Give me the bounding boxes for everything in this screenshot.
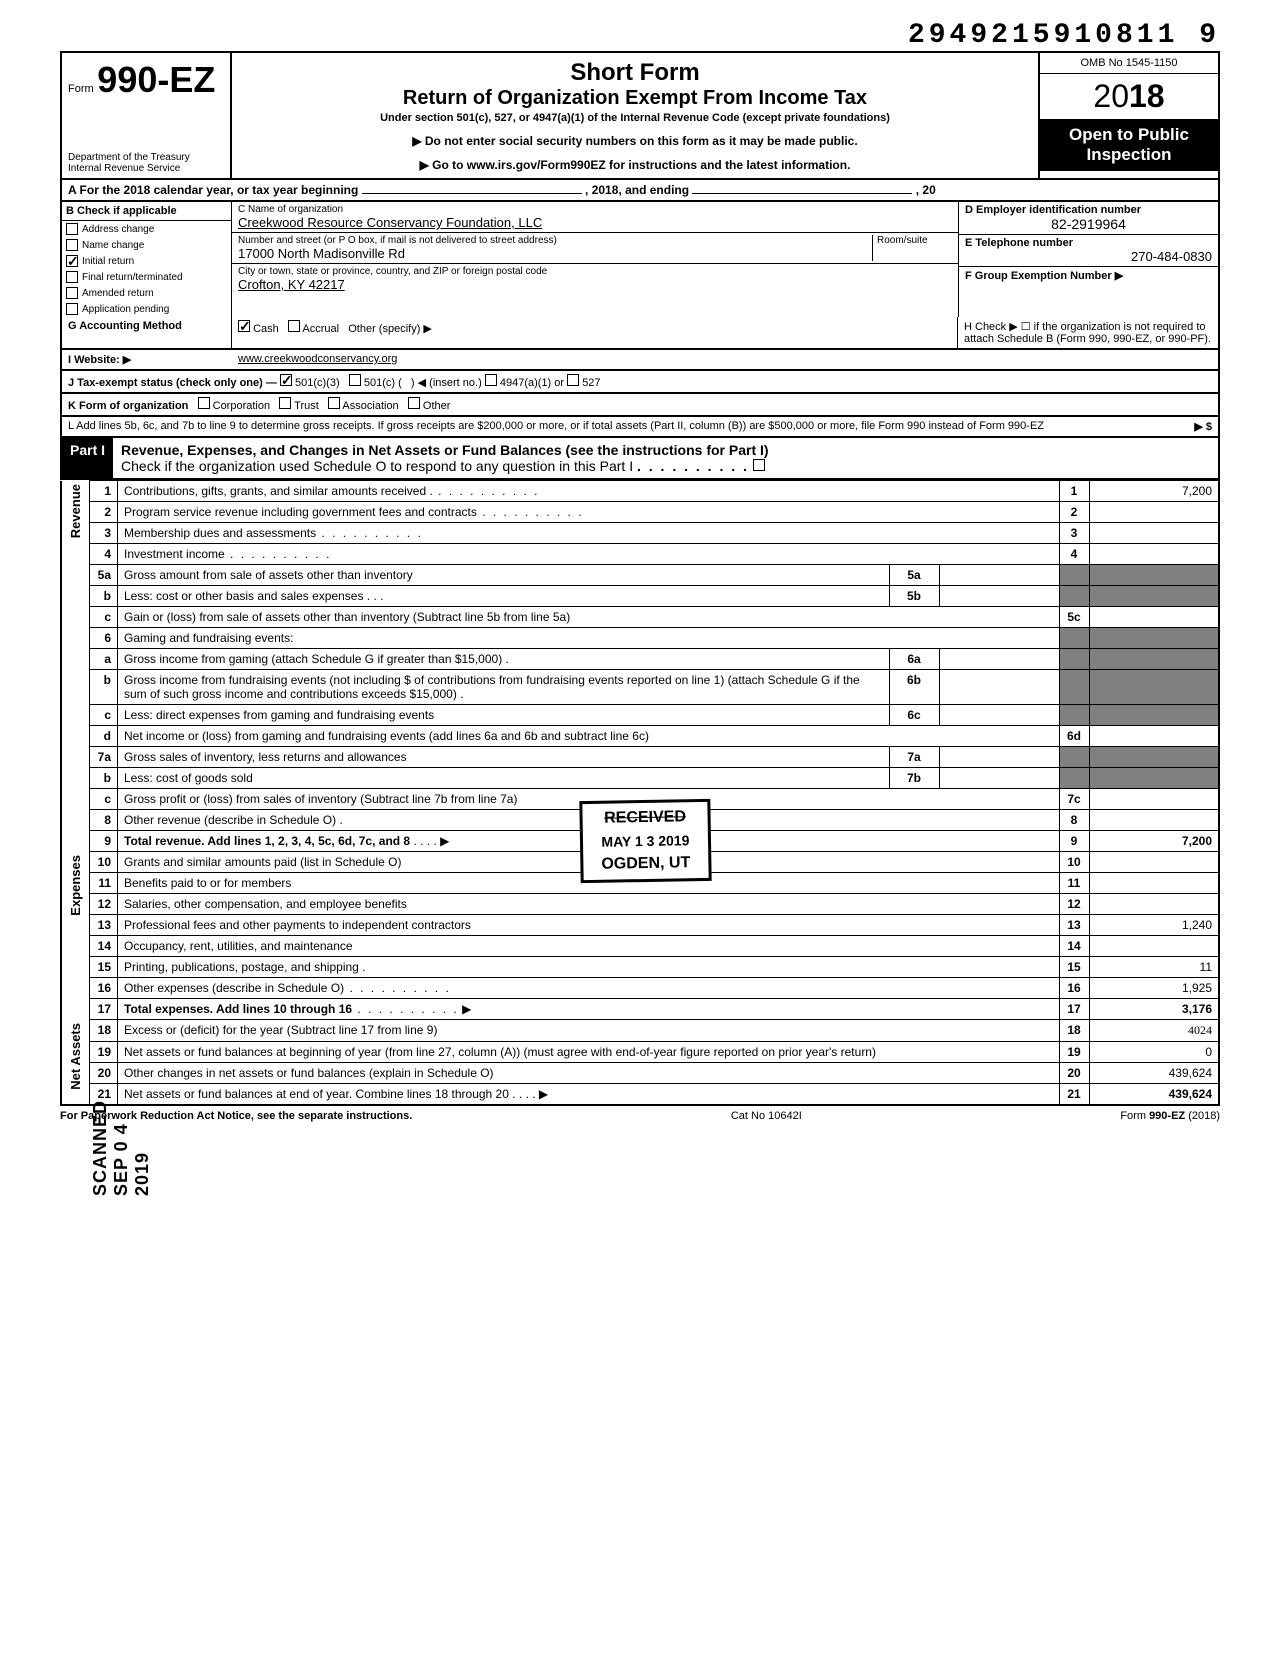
- ein: 82-2919964: [965, 216, 1212, 232]
- return-subtitle: Return of Organization Exempt From Incom…: [238, 87, 1032, 110]
- side-revenue: Revenue: [68, 484, 83, 538]
- side-netassets: Net Assets: [68, 1023, 83, 1090]
- part1-check: Check if the organization used Schedule …: [121, 458, 633, 474]
- lines-table: Revenue 1Contributions, gifts, grants, a…: [60, 480, 1220, 1106]
- short-form-title: Short Form: [238, 59, 1032, 87]
- org-address: 17000 North Madisonville Rd: [238, 246, 872, 261]
- b-opt-pending[interactable]: Application pending: [62, 301, 231, 317]
- row-a-taxyear: A For the 2018 calendar year, or tax yea…: [60, 180, 1220, 202]
- g-cash-check[interactable]: [238, 320, 250, 332]
- i-label: I Website: ▶: [68, 354, 131, 366]
- j-501c3[interactable]: [280, 374, 292, 386]
- entity-info-grid: B Check if applicable Address change Nam…: [60, 202, 1220, 317]
- g-label: G Accounting Method: [68, 320, 182, 332]
- phone: 270-484-0830: [965, 249, 1212, 264]
- k-trust[interactable]: [279, 397, 291, 409]
- h-label: H Check ▶ ☐ if the organization is not r…: [958, 317, 1218, 348]
- form-prefix: Form: [68, 83, 94, 95]
- side-expenses: Expenses: [68, 855, 83, 916]
- scanned-stamp: SCANNED SEP 0 4 2019: [90, 1100, 153, 1196]
- dept-irs: Internal Revenue Service: [68, 163, 190, 174]
- part1-title: Revenue, Expenses, and Changes in Net As…: [121, 442, 769, 458]
- l-text: L Add lines 5b, 6c, and 7b to line 9 to …: [62, 417, 1118, 436]
- dept-treasury: Department of the Treasury: [68, 152, 190, 163]
- b-header: B Check if applicable: [62, 202, 231, 221]
- k-assoc[interactable]: [328, 397, 340, 409]
- b-opt-initial[interactable]: Initial return: [62, 253, 231, 269]
- form-header: Form 990-EZ Department of the Treasury I…: [60, 51, 1220, 180]
- f-label: F Group Exemption Number ▶: [965, 269, 1212, 282]
- city-label: City or town, state or province, country…: [238, 266, 952, 277]
- d-label: D Employer identification number: [965, 204, 1212, 216]
- part1-checkbox[interactable]: [753, 459, 765, 471]
- c-label: C Name of organization: [238, 204, 952, 215]
- b-opt-final[interactable]: Final return/terminated: [62, 269, 231, 285]
- b-opt-name[interactable]: Name change: [62, 237, 231, 253]
- arrow-url: ▶ Go to www.irs.gov/Form990EZ for instru…: [238, 158, 1032, 172]
- j-label: J Tax-exempt status (check only one) —: [68, 377, 277, 389]
- form-number: 990-EZ: [97, 59, 215, 100]
- website: www.creekwoodconservancy.org: [232, 350, 1218, 369]
- room-label: Room/suite: [872, 235, 952, 261]
- b-opt-address[interactable]: Address change: [62, 221, 231, 237]
- j-527[interactable]: [567, 374, 579, 386]
- org-city: Crofton, KY 42217: [238, 277, 952, 292]
- e-label: E Telephone number: [965, 237, 1212, 249]
- arrow-ssn: ▶ Do not enter social security numbers o…: [238, 134, 1032, 148]
- j-501c[interactable]: [349, 374, 361, 386]
- g-accrual-check[interactable]: [288, 320, 300, 332]
- tax-year: 2018: [1040, 74, 1218, 119]
- org-name: Creekwood Resource Conservancy Foundatio…: [238, 215, 952, 230]
- j-4947[interactable]: [485, 374, 497, 386]
- k-corp[interactable]: [198, 397, 210, 409]
- part1-label: Part I: [62, 438, 113, 478]
- under-section: Under section 501(c), 527, or 4947(a)(1)…: [238, 112, 1032, 124]
- b-opt-amended[interactable]: Amended return: [62, 285, 231, 301]
- received-stamp: RECEIVED MAY 1 3 2019 OGDEN, UT: [579, 799, 711, 883]
- top-doc-number: 2949215910811 9: [60, 20, 1220, 51]
- footer-cat: Cat No 10642I: [731, 1110, 802, 1122]
- k-other[interactable]: [408, 397, 420, 409]
- footer: For Paperwork Reduction Act Notice, see …: [60, 1106, 1220, 1122]
- l-arrow: ▶ $: [1118, 417, 1218, 436]
- open-public-badge: Open to Public Inspection: [1040, 119, 1218, 171]
- omb-number: OMB No 1545-1150: [1040, 53, 1218, 74]
- addr-label: Number and street (or P O box, if mail i…: [238, 235, 872, 246]
- k-label: K Form of organization: [68, 400, 188, 412]
